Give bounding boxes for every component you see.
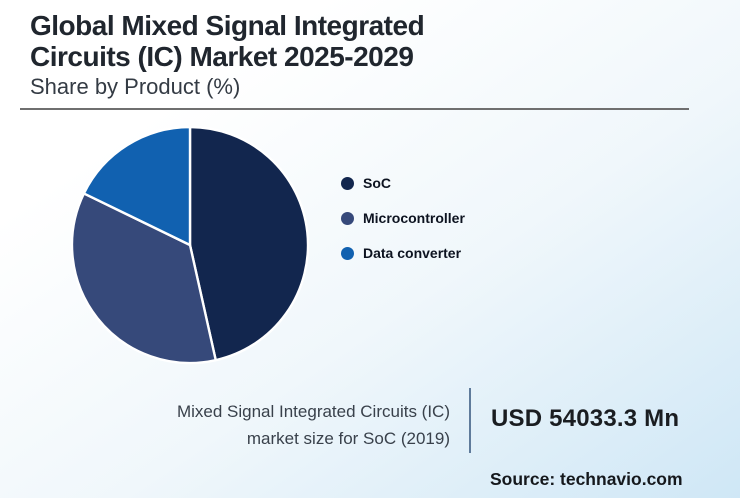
legend-dot-icon (341, 246, 354, 260)
page-subtitle: Share by Product (%) (30, 74, 241, 99)
legend-label: Microcontroller (363, 210, 465, 226)
source-credit: Source: technavio.com (490, 469, 683, 489)
pie-chart (70, 125, 310, 365)
header-divider (20, 108, 689, 110)
legend-dot-icon (341, 211, 354, 225)
page-title-line1: Global Mixed Signal Integrated (30, 10, 425, 41)
legend-label: SoC (363, 175, 391, 191)
page-title-line2: Circuits (IC) Market 2025-2029 (30, 41, 414, 72)
legend-dot-icon (341, 176, 354, 190)
legend-label: Data converter (363, 245, 462, 261)
pie-slice-data-converter (82, 125, 192, 247)
footnote-line2: market size for SoC (2019) (246, 429, 450, 448)
page-title: Global Mixed Signal Integrated Circuits … (30, 10, 425, 72)
legend: SoC Microcontroller Data converter (341, 175, 465, 261)
footnote-line1: Mixed Signal Integrated Circuits (IC) (176, 402, 450, 421)
legend-item-soc: SoC (341, 175, 465, 191)
footnote: Mixed Signal Integrated Circuits (IC) ma… (130, 398, 450, 452)
title-block: Global Mixed Signal Integrated Circuits … (30, 10, 425, 100)
footnote-divider (469, 388, 471, 453)
pie-chart-container (68, 123, 312, 367)
pie-slice-soc (188, 125, 310, 362)
legend-item-microcontroller: Microcontroller (341, 210, 465, 226)
legend-item-data-converter: Data converter (341, 245, 465, 261)
market-size-value: USD 54033.3 Mn (491, 405, 680, 432)
pie-slice-microcontroller (70, 192, 217, 365)
